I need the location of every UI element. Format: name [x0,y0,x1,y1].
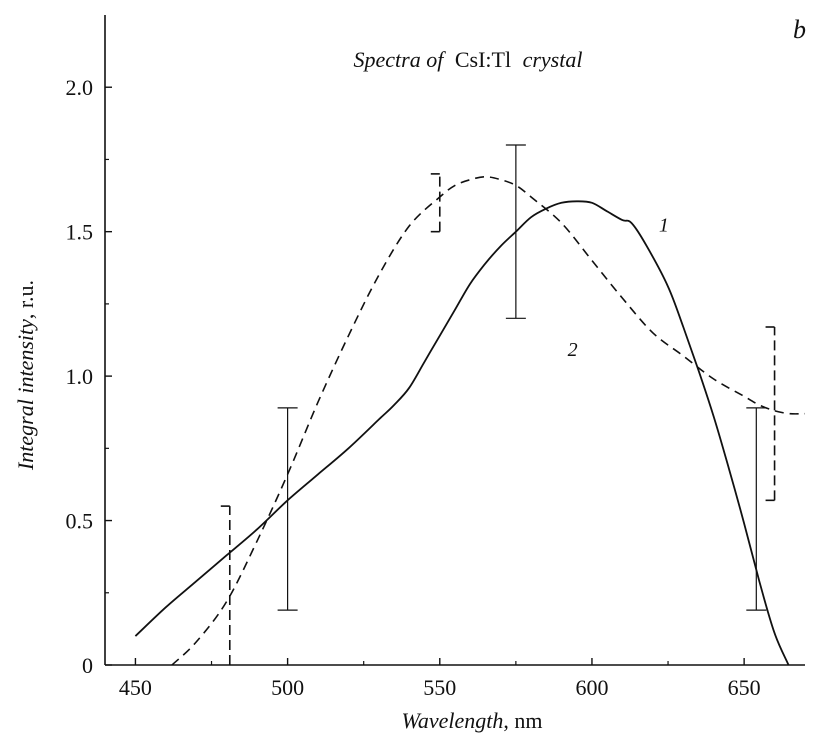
y-tick-label: 1.5 [66,220,94,245]
x-tick-label: 600 [575,675,608,700]
x-axis-name: Wavelength [402,708,504,733]
x-tick-label: 550 [423,675,456,700]
series-label-2: 2 [568,339,578,361]
title-prefix: Spectra of [354,47,447,72]
y-axis-title: Integral intensity, r.u. [13,280,38,471]
series-line-2 [171,175,805,665]
title-suffix: crystal [523,47,583,72]
error-bar-series-1 [277,407,298,611]
y-tick-label: 1.0 [66,364,94,389]
series-line-1 [134,200,790,665]
error-bar-series-2 [220,505,231,665]
x-tick-label: 500 [271,675,304,700]
panel-letter: b [793,15,806,44]
error-bar-series-1 [746,407,767,611]
error-bar-series-1 [505,144,526,319]
y-tick-label: 2.0 [66,75,94,100]
y-axis-unit: , r.u. [13,280,38,319]
chart-labels: b Spectra of CsI:Tl crystal Wavelength, … [13,15,806,733]
y-axis-name: Integral intensity [13,319,38,471]
y-tick-label: 0.5 [66,509,94,534]
error-bar-series-2 [430,173,441,233]
chart-title: Spectra of CsI:Tl crystal [354,47,583,72]
title-material: CsI:Tl [455,47,511,72]
series-label-1: 1 [659,215,669,237]
plot-area: 12 [134,144,805,665]
x-axis-title: Wavelength, nm [402,708,543,733]
y-tick-label: 0 [82,653,93,678]
series-group [134,175,805,665]
error-bar-series-2 [765,326,776,502]
x-tick-label: 650 [728,675,761,700]
x-axis-unit: , nm [503,708,542,733]
x-tick-label: 450 [119,675,152,700]
axes: 450 500 550 600 650 0 0.5 1.0 1.5 2.0 [66,15,805,700]
